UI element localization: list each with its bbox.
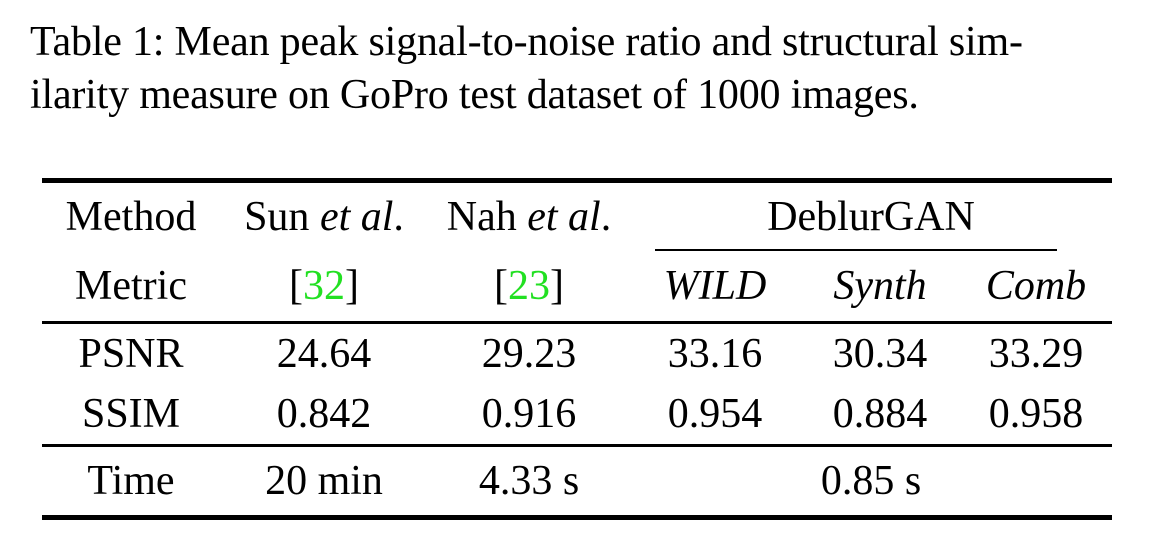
- ssim-comb-value: 0.958: [988, 390, 1084, 437]
- column-header-nah: Nah et al.: [428, 180, 630, 251]
- citation-link-23[interactable]: 23: [508, 262, 550, 309]
- bracket-open: [: [494, 262, 508, 309]
- header-row-2: Metric [32] [23] WILD Synth Comb: [42, 251, 1113, 323]
- sun-period: .: [393, 193, 404, 240]
- subcolumn-header-comb: Comb: [985, 262, 1087, 309]
- row-label-ssim: SSIM: [81, 390, 181, 437]
- ssim-synth-value: 0.884: [832, 390, 928, 437]
- psnr-wild-value: 33.16: [667, 330, 763, 377]
- row-label-time: Time: [87, 457, 175, 504]
- psnr-synth-value: 30.34: [832, 330, 928, 377]
- ssim-sun-value: 0.842: [276, 390, 372, 437]
- table-row-psnr: PSNR 24.64 29.23 33.16 30.34 33.29: [42, 322, 1112, 384]
- column-header-sun: Sun et al.: [220, 180, 428, 251]
- time-nah-value: 4.33 s: [478, 457, 580, 504]
- deblurgan-cmidrule: [655, 248, 1058, 251]
- column-header-method: Method: [65, 193, 197, 240]
- row-label-psnr: PSNR: [78, 330, 184, 377]
- results-table: Method Sun et al. Nah et al. DeblurGAN M…: [42, 177, 1113, 520]
- bracket-close: ]: [345, 262, 359, 309]
- time-sun-value: 20 min: [265, 457, 383, 504]
- subcolumn-header-wild: WILD: [663, 262, 767, 309]
- table-row-time: Time 20 min 4.33 s 0.85 s: [42, 445, 1112, 517]
- nah-period: .: [600, 193, 612, 240]
- nah-name: Nah: [446, 193, 517, 240]
- sun-etal: et al: [319, 193, 394, 240]
- nah-etal: et al: [527, 193, 601, 240]
- table-caption: Table 1: Mean peak signal-to-noise ratio…: [30, 16, 1156, 122]
- psnr-sun-value: 24.64: [276, 330, 372, 377]
- psnr-nah-value: 29.23: [481, 330, 577, 377]
- caption-line-2: ilarity measure on GoPro test dataset of…: [30, 71, 919, 118]
- sun-citation-cell: [32]: [220, 251, 428, 323]
- time-deblurgan-value: 0.85 s: [820, 457, 922, 504]
- bracket-open: [: [289, 262, 303, 309]
- table-row-ssim: SSIM 0.842 0.916 0.954 0.884 0.958: [42, 384, 1113, 446]
- citation-link-32[interactable]: 32: [303, 262, 345, 309]
- column-group-deblurgan: DeblurGAN: [630, 180, 1112, 251]
- nah-citation-cell: [23]: [428, 251, 630, 323]
- psnr-comb-value: 33.29: [988, 330, 1084, 377]
- deblurgan-group-label: DeblurGAN: [767, 193, 975, 240]
- ssim-nah-value: 0.916: [481, 390, 577, 437]
- sun-name: Sun: [244, 193, 310, 240]
- paper-page: Table 1: Mean peak signal-to-noise ratio…: [0, 16, 1156, 546]
- caption-line-1: Table 1: Mean peak signal-to-noise ratio…: [30, 19, 1023, 65]
- header-row-1: Method Sun et al. Nah et al. DeblurGAN: [42, 180, 1112, 251]
- subcolumn-header-synth: Synth: [833, 262, 927, 309]
- ssim-wild-value: 0.954: [667, 390, 763, 437]
- column-header-metric: Metric: [75, 262, 187, 309]
- bracket-close: ]: [550, 262, 564, 309]
